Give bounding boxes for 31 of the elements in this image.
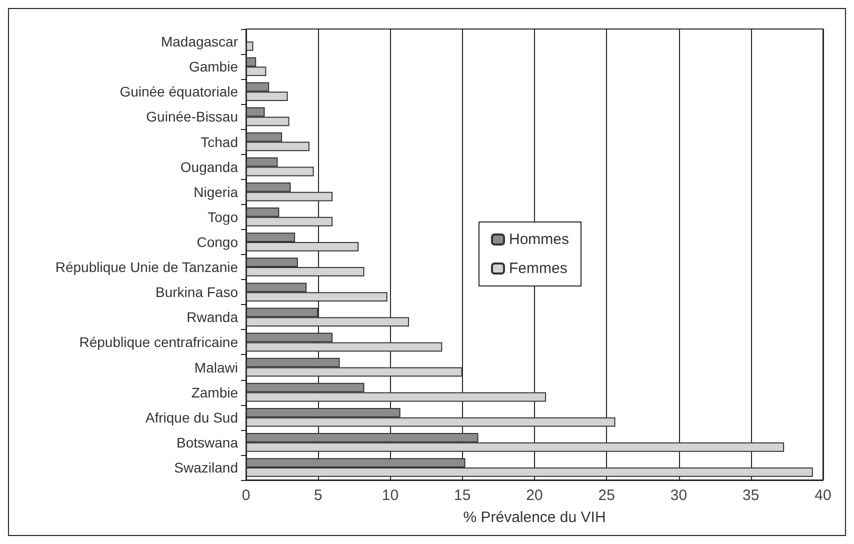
y-tick-label: Burkina Faso [156, 284, 238, 300]
x-axis-title: % Prévalence du VIH [463, 509, 606, 526]
x-tick-label: 25 [598, 487, 615, 504]
x-tick-label: 40 [814, 487, 832, 504]
y-tick-label: Congo [196, 234, 238, 250]
legend-label: Femmes [509, 260, 568, 277]
y-tick-label: Guinée équatoriale [120, 84, 238, 100]
y-tick-label: République Unie de Tanzanie [55, 259, 238, 276]
bar [246, 42, 254, 51]
x-tick-label: 35 [742, 487, 760, 504]
y-tick-label: Togo [208, 208, 238, 225]
y-tick-label: Malawi [194, 359, 238, 376]
legend-label: Hommes [509, 231, 570, 248]
y-tick-label: Botswana [176, 434, 238, 450]
x-tick-label: 0 [242, 487, 250, 504]
y-tick-label: Swaziland [174, 459, 238, 476]
x-tick-label: 5 [314, 487, 322, 504]
y-tick-label: Gambie [188, 58, 238, 75]
y-tick-label: Madagascar [160, 34, 238, 50]
y-tick-label: Guinée-Bissau [146, 108, 238, 125]
y-tick-label: Rwanda [186, 309, 238, 326]
x-tick-label: 20 [526, 487, 543, 504]
y-tick-label: Nigeria [194, 184, 238, 200]
y-tick-label: Afrique du Sud [145, 409, 238, 426]
y-tick-label: Ouganda [180, 158, 238, 175]
y-tick-label: Tchad [200, 134, 238, 150]
x-tick-label: 30 [670, 487, 688, 504]
y-tick-label: Zambie [191, 384, 238, 400]
x-tick-label: 15 [454, 487, 471, 504]
y-tick-label: République centrafricaine [79, 334, 238, 350]
x-tick-label: 10 [382, 487, 399, 504]
